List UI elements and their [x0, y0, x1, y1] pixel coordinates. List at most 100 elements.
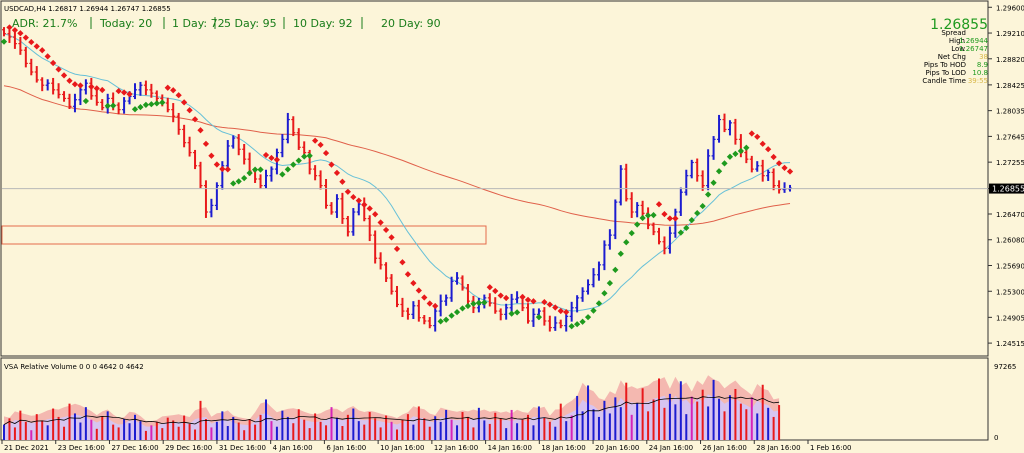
trail-dot [644, 212, 652, 219]
trail-dot [328, 161, 335, 168]
candlesticks [2, 27, 792, 332]
one-day-label: 1 Day: 72 [172, 17, 225, 30]
trail-dot [219, 165, 226, 173]
trail-dot [99, 86, 106, 94]
trail-dot [181, 99, 188, 106]
trail-dot [17, 30, 24, 37]
trail-dot [563, 308, 570, 316]
volume-envelope-inner [4, 394, 780, 440]
trail-dot [191, 116, 199, 123]
trail-dot [208, 152, 215, 159]
trail-dot [71, 81, 79, 88]
volume-average-line [3, 396, 780, 425]
trail-dot [366, 205, 373, 212]
trail-dot [535, 313, 543, 321]
trail-dot [623, 239, 630, 246]
netchg-value: 38 [979, 53, 988, 61]
trail-dot [28, 38, 35, 46]
trail-dot [672, 215, 679, 222]
x-tick-label: 18 Jan 16:00 [541, 444, 585, 452]
trail-dot [595, 300, 603, 307]
trail-dot [382, 226, 390, 234]
volume-bars [3, 375, 781, 440]
volume-axis-top: 97265 [994, 363, 1016, 371]
trail-dot [77, 82, 84, 89]
trail-dot [754, 133, 761, 140]
trail-dot [464, 302, 472, 310]
x-tick-label: 31 Dec 16:00 [219, 444, 266, 452]
trail-dot [453, 309, 461, 316]
trail-dot [197, 127, 204, 134]
trail-dot [60, 72, 68, 79]
trail-dot [322, 149, 330, 157]
trail-dot [44, 53, 51, 60]
x-tick-label: 26 Jan 16:00 [703, 444, 747, 452]
twenty-day-label: 20 Day: 90 [381, 17, 441, 30]
trail-dot [432, 302, 439, 310]
y-tick-label: 1.25300 [996, 288, 1024, 296]
y-tick-label: 1.24515 [996, 340, 1024, 348]
high-value: 1.26944 [959, 37, 988, 45]
main-chart-frame [0, 0, 989, 357]
trail-dot [552, 304, 559, 311]
trail-dot [55, 66, 62, 73]
trail-dot [170, 87, 177, 94]
trail-dot [410, 279, 417, 287]
trail-dot [519, 293, 526, 301]
x-tick-label: 10 Jan 16:00 [380, 444, 424, 452]
trailing-stop-dots [0, 24, 794, 330]
trail-dot [142, 101, 150, 108]
trail-dot [513, 309, 521, 316]
trail-dot [235, 178, 242, 185]
trail-dot [421, 294, 428, 301]
trail-dot [50, 59, 57, 67]
x-tick-label: 23 Dec 16:00 [58, 444, 105, 452]
trail-dot [688, 216, 695, 224]
trail-dot [546, 301, 553, 308]
symbol-line: USDCAD,H4 1.26817 1.26944 1.26747 1.2685… [4, 5, 171, 13]
y-tick-label: 1.26080 [996, 237, 1024, 245]
trail-dot [612, 266, 619, 273]
trail-dot [508, 310, 515, 317]
trail-dot [372, 211, 379, 218]
trail-dot [492, 287, 499, 295]
pips-hod-value: 8.9 [977, 61, 988, 69]
trail-dot [148, 101, 155, 108]
x-tick-label: 28 Jan 16:00 [756, 444, 800, 452]
trail-dot [344, 188, 351, 195]
trail-dot [251, 166, 259, 173]
trail-dot [634, 221, 641, 228]
pips-hod-label: Pips To HOD [924, 61, 966, 69]
trail-dot [137, 103, 144, 111]
trail-dot [39, 47, 46, 54]
support-zone-rect [1, 225, 487, 245]
y-tick-label: 1.28035 [996, 108, 1024, 116]
trail-dot [0, 38, 8, 45]
trail-dot [765, 146, 772, 153]
trail-dot [661, 211, 668, 218]
y-tick-label: 1.24905 [996, 314, 1024, 322]
trail-dot [486, 284, 493, 291]
trail-dot [393, 245, 401, 253]
trail-dot [159, 99, 166, 106]
trail-dot [443, 316, 450, 323]
x-tick-label: 24 Jan 16:00 [649, 444, 693, 452]
time-axis: 21 Dec 2021 23 Dec 16:00 27 Dec 16:00 29 De… [1, 440, 851, 452]
info-price: 1.26855 [930, 17, 988, 33]
trail-dot [737, 147, 744, 155]
trail-dot [115, 87, 122, 95]
y-tick-label: 1.29210 [996, 30, 1024, 38]
trail-dot [404, 271, 412, 278]
trail-dot [748, 130, 755, 137]
x-tick-label: 20 Jan 16:00 [595, 444, 639, 452]
trail-dot [759, 140, 766, 147]
trail-dot [590, 307, 597, 314]
y-tick-label: 1.25690 [996, 263, 1024, 271]
current-price-tag [989, 183, 1024, 194]
trail-dot [437, 318, 444, 325]
low-value: 1.26747 [959, 45, 988, 53]
trail-dot [273, 156, 281, 163]
trail-dot [388, 234, 395, 241]
